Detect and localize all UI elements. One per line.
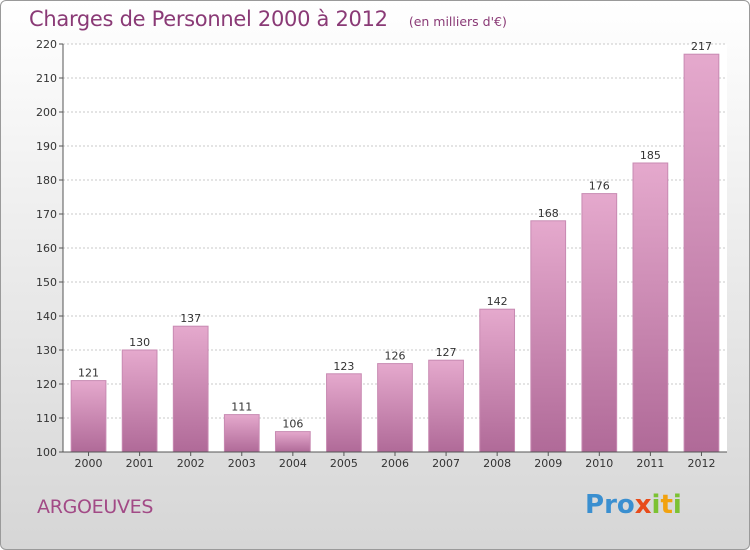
- y-tick-label: 140: [36, 310, 57, 323]
- x-tick-label: 2012: [687, 457, 715, 470]
- x-tick-label: 2007: [432, 457, 460, 470]
- bar: [479, 308, 516, 453]
- bar: [326, 373, 362, 453]
- bar: [581, 193, 618, 453]
- bar-value-label: 217: [691, 40, 712, 53]
- commune-name: ARGOEUVES: [37, 496, 154, 518]
- bar-value-label: 130: [129, 336, 150, 349]
- bar: [172, 325, 209, 453]
- chart-unit: (en milliers d'€): [408, 14, 507, 29]
- logo-letter: i: [672, 490, 682, 520]
- bar-value-label: 106: [282, 418, 303, 431]
- y-tick-label: 110: [36, 412, 57, 425]
- y-tick-label: 120: [36, 378, 57, 391]
- x-tick-label: 2003: [228, 457, 256, 470]
- bar-value-label: 111: [231, 401, 252, 414]
- bar: [274, 431, 311, 453]
- x-tick-label: 2000: [75, 457, 103, 470]
- x-tick-label: 2001: [126, 457, 154, 470]
- bar-value-label: 126: [385, 350, 406, 363]
- labels: 100 110 120 130 140 150 160 170 180 190 200 210 220 1…: [36, 38, 715, 470]
- x-tick-label: 2010: [585, 457, 613, 470]
- y-tick-label: 100: [36, 446, 57, 459]
- y-tick-label: 130: [36, 344, 57, 357]
- bar-value-label: 185: [640, 149, 661, 162]
- bar-chart: 100 110 120 130 140 150 160 170 180 190 200 210 220 1…: [36, 38, 727, 470]
- bars: [70, 53, 720, 453]
- title-row: Charges de Personnel 2000 à 2012 (en mil…: [29, 7, 507, 31]
- logo-letter: t: [660, 490, 673, 520]
- chart-title: Charges de Personnel 2000 à 2012: [29, 7, 388, 31]
- logo-letter: o: [616, 490, 635, 520]
- bar-value-label: 123: [333, 360, 354, 373]
- logo-letter: i: [651, 490, 661, 520]
- bar: [530, 220, 567, 453]
- bar-value-label: 137: [180, 312, 201, 325]
- logo-letter: x: [634, 490, 652, 520]
- logo-letter: r: [604, 490, 617, 520]
- x-tick-label: 2002: [177, 457, 205, 470]
- bar: [377, 363, 413, 453]
- x-tick-label: 2004: [279, 457, 307, 470]
- bar: [223, 414, 260, 453]
- logo-letter: P: [585, 490, 605, 520]
- y-tick-label: 150: [36, 276, 57, 289]
- proxiti-logo[interactable]: Proxiti: [585, 490, 682, 520]
- bar: [428, 359, 464, 453]
- axes: [59, 43, 727, 456]
- x-tick-label: 2009: [534, 457, 562, 470]
- bar: [632, 162, 669, 453]
- bar-value-label: 121: [78, 367, 99, 380]
- bar-value-label: 142: [487, 295, 508, 308]
- y-tick-label: 180: [36, 174, 57, 187]
- bar-value-label: 168: [538, 207, 559, 220]
- y-tick-label: 160: [36, 242, 57, 255]
- y-tick-label: 170: [36, 208, 57, 221]
- bar: [121, 349, 158, 453]
- bar-value-label: 176: [589, 180, 610, 193]
- x-tick-label: 2006: [381, 457, 409, 470]
- x-tick-label: 2008: [483, 457, 511, 470]
- bar: [70, 380, 107, 453]
- bar-value-label: 127: [436, 346, 457, 359]
- bar: [683, 53, 720, 453]
- y-tick-label: 190: [36, 140, 57, 153]
- x-tick-label: 2011: [636, 457, 664, 470]
- x-tick-label: 2005: [330, 457, 358, 470]
- y-tick-label: 210: [36, 72, 57, 85]
- y-tick-label: 200: [36, 106, 57, 119]
- y-tick-label: 220: [36, 38, 57, 51]
